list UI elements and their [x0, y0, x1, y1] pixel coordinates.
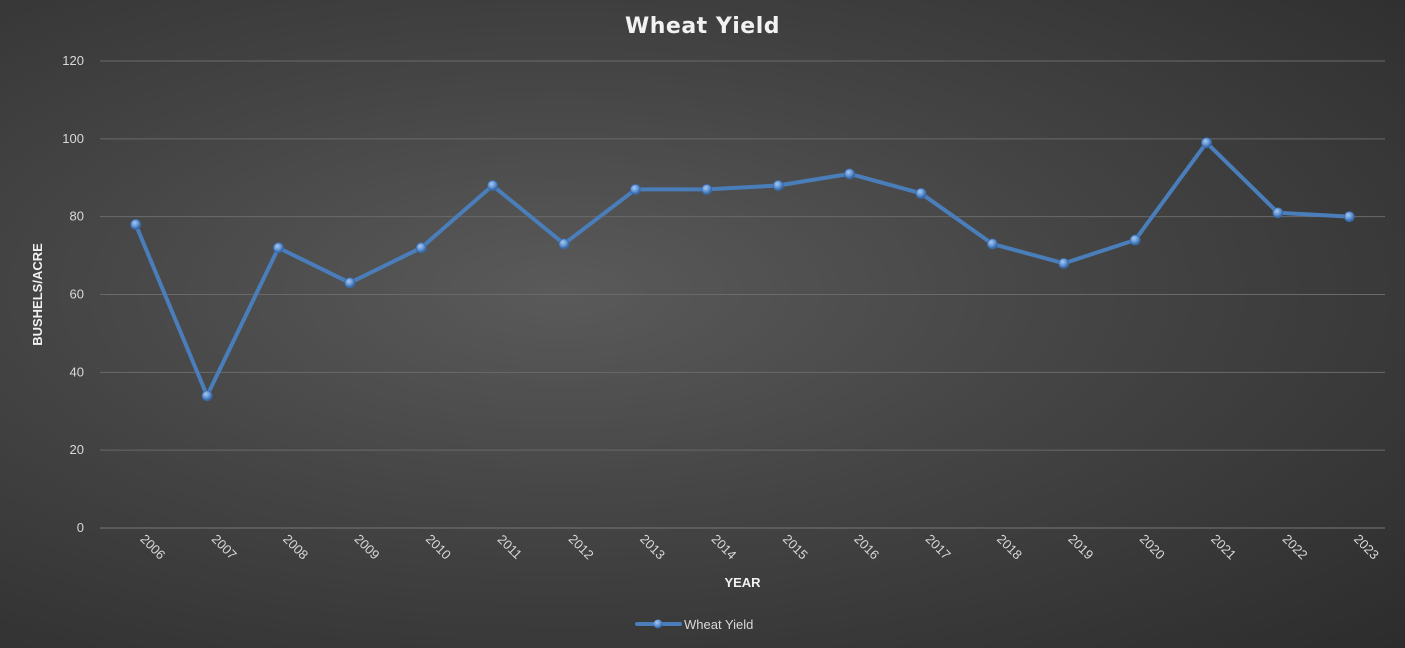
x-tick-label: 2023: [1351, 531, 1382, 562]
x-tick-label: 2006: [137, 531, 168, 562]
y-tick-label: 60: [70, 287, 84, 302]
legend-label: Wheat Yield: [684, 617, 753, 632]
x-tick-label: 2020: [1137, 531, 1168, 562]
data-point: [1343, 211, 1355, 223]
series-wheat-yield: [130, 137, 1355, 402]
x-axis-ticks: 2006 2007 2008 2009 2010 2011 2012 2013 2014 2015…: [137, 531, 1382, 562]
data-point: [558, 238, 570, 250]
data-point: [1201, 137, 1212, 149]
data-point: [415, 242, 427, 254]
y-tick-label: 40: [70, 364, 84, 379]
data-point: [772, 180, 784, 191]
x-tick-label: 2021: [1208, 531, 1239, 562]
x-tick-label: 2009: [352, 531, 383, 562]
legend: Wheat Yield: [635, 617, 753, 632]
x-tick-label: 2016: [851, 531, 882, 562]
data-point: [1129, 234, 1141, 246]
x-tick-label: 2013: [637, 531, 668, 562]
x-tick-label: 2022: [1280, 531, 1311, 562]
data-point: [487, 180, 499, 191]
data-point: [630, 184, 641, 195]
data-point: [844, 168, 855, 180]
legend-marker: [653, 619, 663, 629]
data-point: [986, 238, 998, 250]
x-tick-label: 2011: [495, 532, 525, 562]
data-point: [273, 242, 284, 254]
data-point: [701, 184, 713, 195]
y-tick-label: 120: [62, 53, 84, 68]
data-point: [201, 390, 213, 402]
y-tick-label: 20: [70, 442, 84, 457]
x-tick-label: 2010: [423, 531, 454, 562]
x-tick-label: 2008: [280, 531, 311, 562]
gridlines: [100, 60, 1385, 529]
x-tick-label: 2007: [209, 531, 240, 562]
y-tick-label: 80: [70, 209, 84, 224]
y-axis-ticks: 0 20 40 60 80 100 120: [62, 53, 84, 535]
series-line: [133, 140, 1352, 398]
x-tick-label: 2014: [708, 531, 739, 562]
data-point: [130, 219, 142, 230]
data-point: [1058, 257, 1070, 269]
x-tick-label: 2019: [1065, 531, 1096, 562]
y-axis-title: BUSHELS/ACRE: [30, 243, 45, 346]
y-tick-label: 100: [62, 131, 84, 146]
x-tick-label: 2018: [994, 531, 1025, 562]
y-tick-label: 0: [77, 520, 84, 535]
x-axis-title: YEAR: [724, 575, 761, 590]
x-tick-label: 2012: [566, 531, 597, 562]
chart-title: Wheat Yield: [624, 14, 781, 39]
data-point: [915, 187, 927, 199]
x-tick-label: 2015: [780, 531, 811, 562]
data-point: [344, 277, 356, 289]
x-tick-label: 2017: [923, 531, 954, 562]
data-point: [1272, 207, 1284, 219]
